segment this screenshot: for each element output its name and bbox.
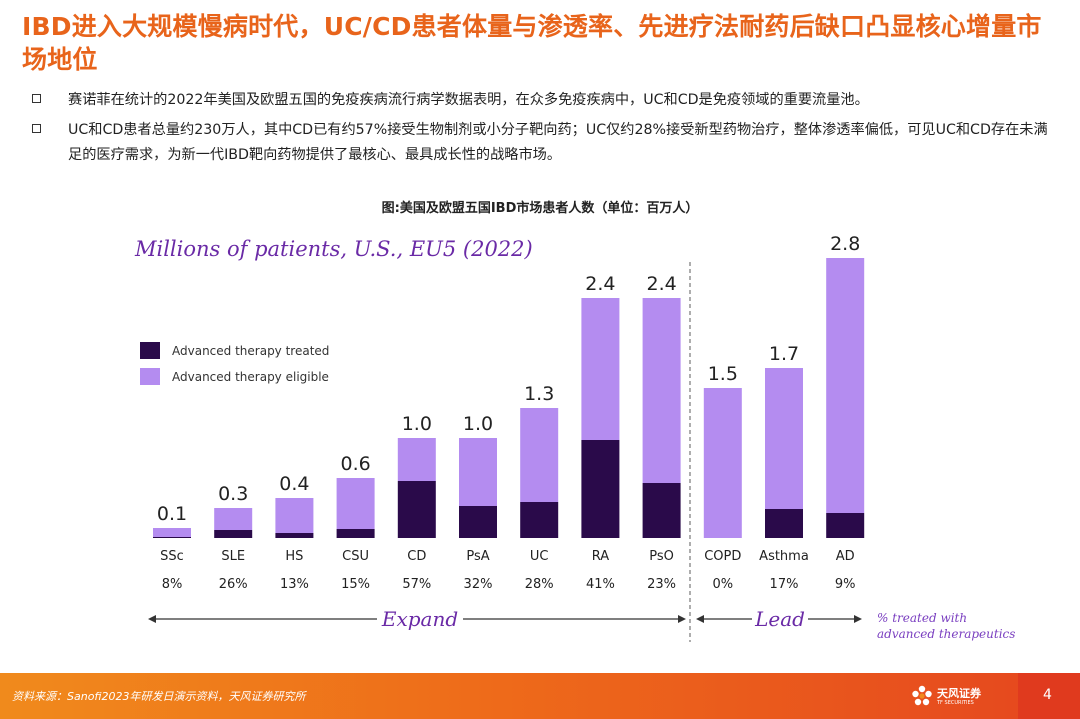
bar-total-label: 1.5	[708, 363, 738, 385]
bar-treated	[153, 537, 191, 538]
percent-treated-label: 28%	[525, 577, 554, 592]
bar-total-label: 0.1	[157, 503, 187, 525]
percent-treated-label: 17%	[770, 577, 799, 592]
legend-swatch	[140, 342, 160, 359]
bullet-item: UC和CD患者总量约230万人，其中CD已有约57%接受生物制剂或小分子靶向药；…	[32, 118, 1052, 168]
percent-treated-label: 26%	[219, 577, 248, 592]
category-label: PsA	[466, 549, 489, 564]
percent-note: % treated with	[877, 611, 967, 625]
bullet-text: 赛诺菲在统计的2022年美国及欧盟五国的免疫疾病流行病学数据表明，在众多免疫疾病…	[68, 92, 869, 108]
category-label: PsO	[649, 549, 674, 564]
category-label: HS	[285, 549, 303, 564]
category-label: SLE	[221, 549, 245, 564]
chart-bars	[153, 258, 865, 538]
square-bullet-icon	[32, 124, 41, 133]
arrow-right-icon	[678, 615, 686, 623]
category-label: UC	[530, 549, 549, 564]
bar-eligible	[275, 498, 314, 533]
page-title: IBD进入大规模慢病时代，UC/CD患者体量与渗透率、先进疗法耐药后缺口凸显核心…	[22, 12, 1042, 74]
bullet-item: 赛诺菲在统计的2022年美国及欧盟五国的免疫疾病流行病学数据表明，在众多免疫疾病…	[32, 88, 1052, 113]
bar-total-label: 1.0	[463, 413, 493, 435]
bar-total-label: 1.0	[402, 413, 432, 435]
bar-treated	[459, 506, 497, 538]
percent-treated-label: 41%	[586, 577, 615, 592]
source-note: 资料来源：Sanofi2023年研发日演示资料，天风证券研究所	[12, 690, 306, 703]
page-number: 4	[1043, 687, 1052, 703]
bullet-text: UC和CD患者总量约230万人，其中CD已有约57%接受生物制剂或小分子靶向药；…	[68, 122, 1048, 163]
bar-total-label: 1.3	[524, 383, 554, 405]
group-label: Expand	[381, 607, 458, 631]
chart-groups: Expand Lead % treated with advanced therape…	[148, 262, 1015, 642]
bar-treated	[642, 483, 681, 538]
bar-eligible	[214, 508, 253, 530]
category-label: AD	[836, 549, 855, 564]
percent-treated-label: 32%	[464, 577, 493, 592]
legend-label: Advanced therapy treated	[172, 344, 329, 358]
arrow-right-icon	[854, 615, 862, 623]
patients-bar-chart: Millions of patients, U.S., EU5 (2022) A…	[134, 233, 1015, 642]
chart-title: Millions of patients, U.S., EU5 (2022)	[134, 237, 533, 261]
bar-eligible	[642, 298, 681, 483]
bar-eligible	[153, 528, 191, 537]
legend-label: Advanced therapy eligible	[172, 370, 329, 384]
category-label: SSc	[160, 549, 184, 564]
percent-note: advanced therapeutics	[877, 627, 1015, 641]
category-label: COPD	[704, 549, 741, 564]
bar-eligible	[459, 438, 497, 506]
bar-treated	[397, 481, 436, 538]
bar-treated	[214, 530, 253, 538]
bar-treated	[336, 529, 375, 538]
bar-total-label: 0.4	[279, 473, 309, 495]
bar-treated	[581, 440, 620, 538]
group-label-bg	[377, 605, 463, 629]
flower-logo-icon	[912, 685, 932, 706]
group-label: Lead	[754, 607, 805, 631]
logo-text-en: TF SECURITIES	[937, 700, 974, 706]
legend-swatch	[140, 368, 160, 385]
category-label: CD	[407, 549, 426, 564]
logo-text-cn: 天风证券	[937, 687, 981, 700]
bar-eligible	[520, 408, 559, 502]
percent-treated-label: 13%	[280, 577, 309, 592]
bar-eligible	[581, 298, 620, 440]
page-number-box	[1018, 673, 1080, 719]
bar-eligible	[397, 438, 436, 481]
figure-caption: 图:美国及欧盟五国IBD市场患者人数（单位：百万人）	[381, 201, 699, 216]
category-label: Asthma	[759, 549, 809, 564]
bar-eligible	[826, 258, 865, 513]
bar-treated	[765, 509, 803, 538]
footer-bar: 资料来源：Sanofi2023年研发日演示资料，天风证券研究所 天风证券 TF …	[0, 673, 1080, 719]
percent-treated-label: 0%	[712, 577, 733, 592]
bar-total-label: 0.6	[340, 453, 370, 475]
percent-treated-label: 23%	[647, 577, 676, 592]
percent-treated-label: 57%	[402, 577, 431, 592]
bar-total-label: 2.4	[646, 273, 676, 295]
bar-treated	[520, 502, 559, 538]
category-label: CSU	[342, 549, 369, 564]
bar-eligible	[336, 478, 375, 529]
category-label: RA	[592, 549, 610, 564]
bar-eligible	[703, 388, 742, 538]
arrow-left-icon	[696, 615, 704, 623]
percent-treated-label: 8%	[162, 577, 183, 592]
percent-treated-label: 9%	[835, 577, 856, 592]
chart-legend: Advanced therapy treated Advanced therapy…	[140, 342, 329, 385]
bar-total-label: 0.3	[218, 483, 248, 505]
bar-treated	[275, 533, 314, 538]
percent-treated-label: 15%	[341, 577, 370, 592]
bar-total-label: 1.7	[769, 343, 799, 365]
bar-total-label: 2.4	[585, 273, 615, 295]
company-logo: 天风证券 TF SECURITIES	[910, 682, 981, 712]
chart-labels: 0.1 SSc 8% 0.3 SLE 26% 0.4 HS 13% 0.6 CSU 15% 1.0 CD 5…	[157, 233, 860, 592]
group-label-bg	[752, 605, 808, 629]
arrow-left-icon	[148, 615, 156, 623]
bar-eligible	[765, 368, 803, 509]
bar-total-label: 2.8	[830, 233, 860, 255]
bar-treated	[826, 513, 865, 538]
square-bullet-icon	[32, 94, 41, 103]
